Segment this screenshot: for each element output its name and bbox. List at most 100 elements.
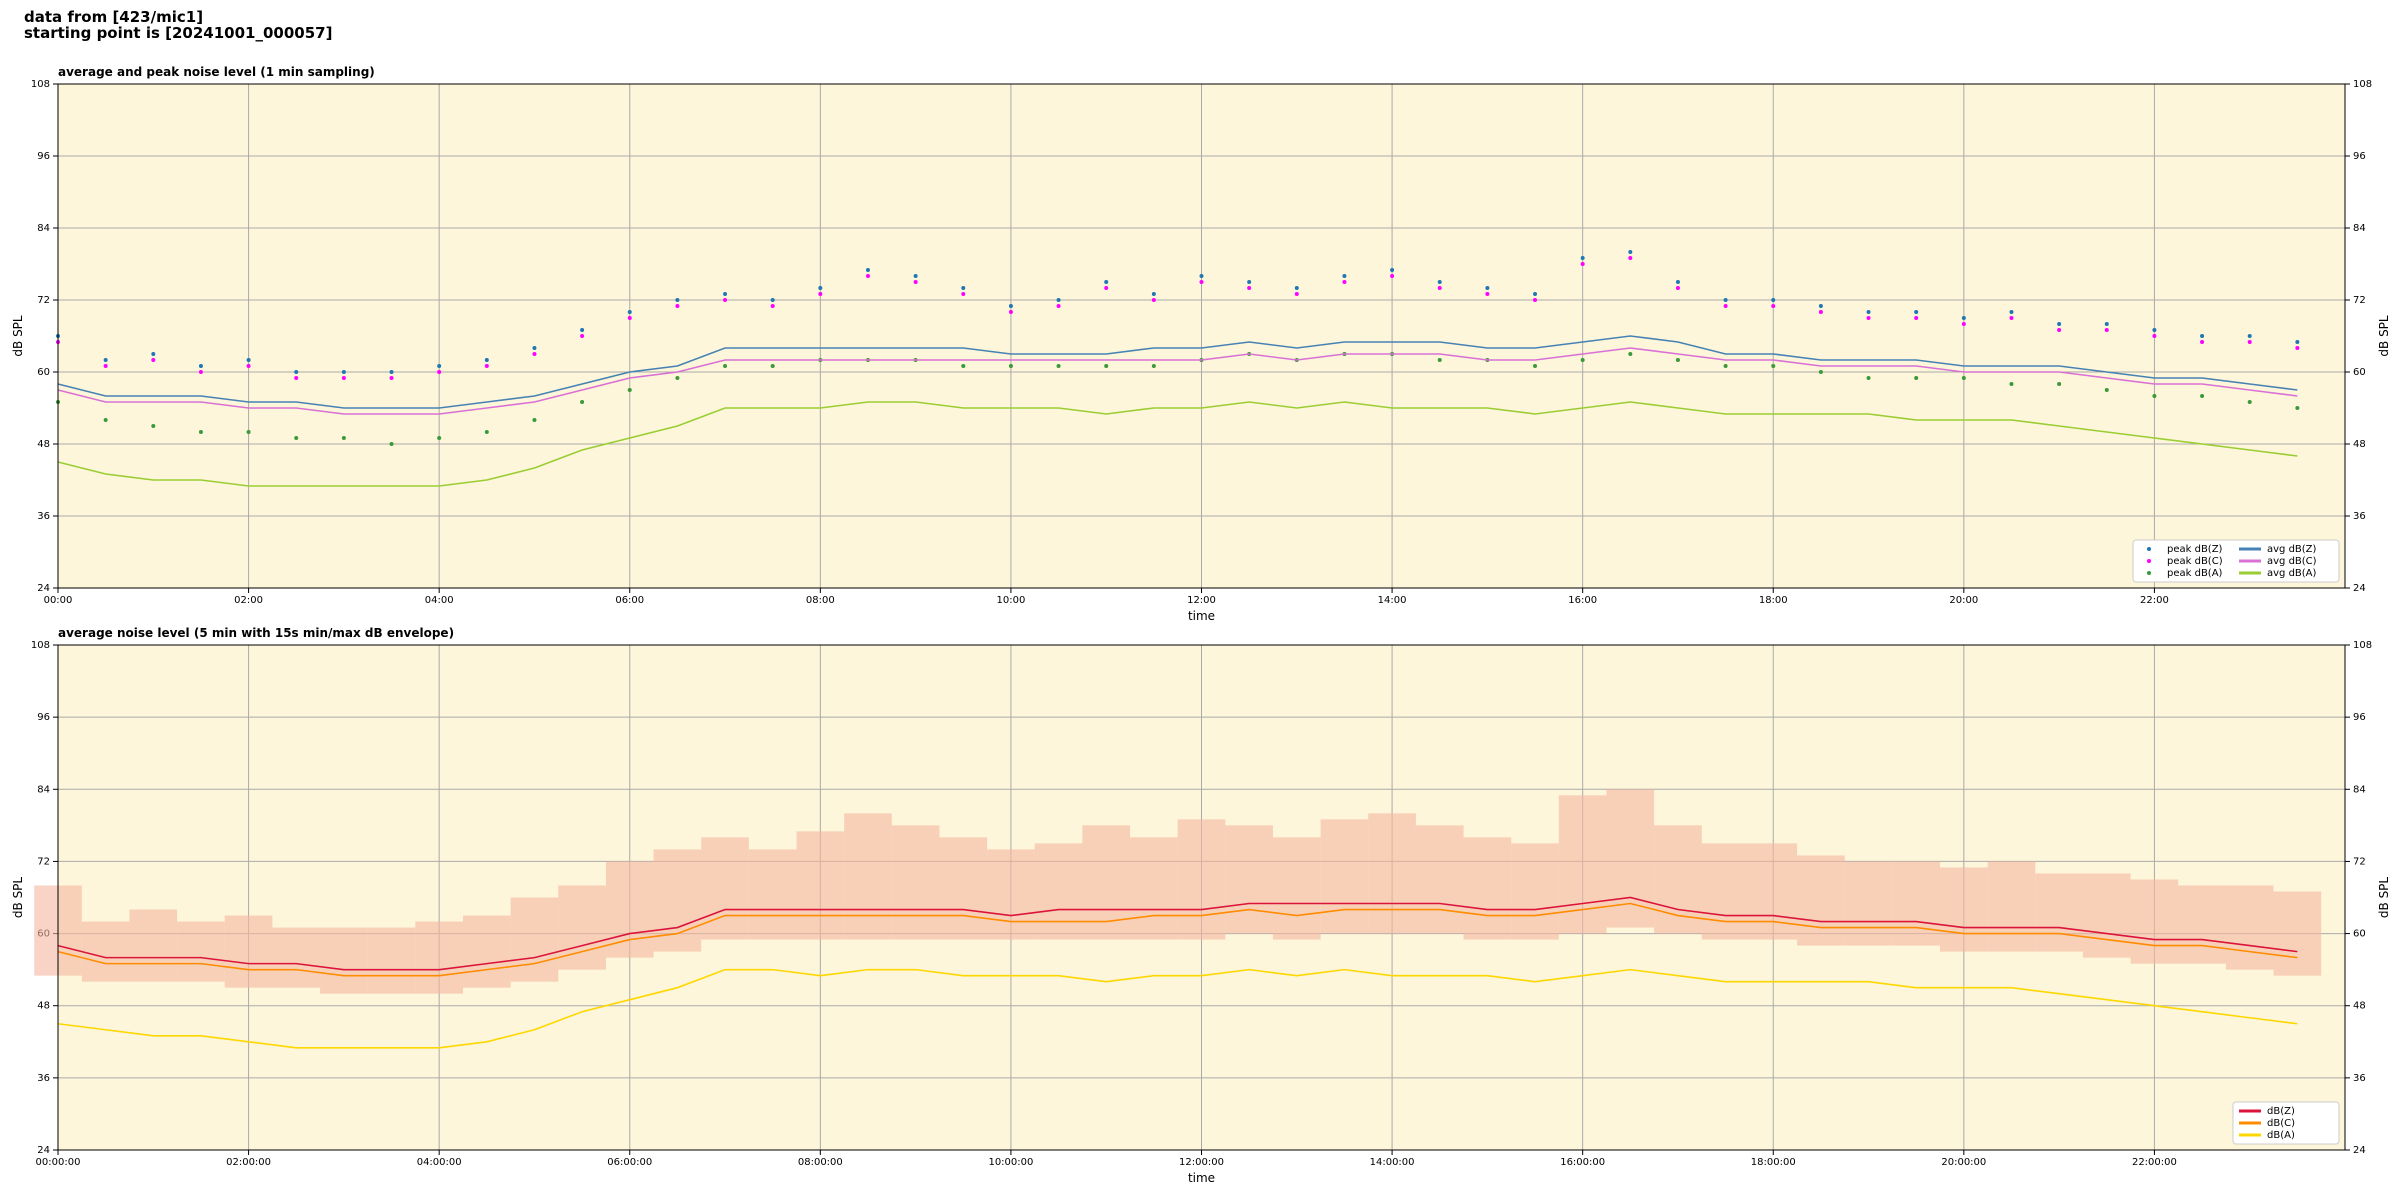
- peak-dot: [2009, 310, 2014, 314]
- x-tick-label: 12:00: [1187, 595, 1216, 606]
- peak-dot: [532, 418, 537, 422]
- y-tick-label: 108: [31, 640, 50, 651]
- y-tick-label: 96: [37, 151, 50, 162]
- peak-dot: [1628, 250, 1633, 254]
- peak-dot: [1294, 292, 1299, 296]
- peak-dot: [1104, 286, 1109, 290]
- x-tick-label: 08:00:00: [798, 1157, 843, 1168]
- peak-dot: [2104, 322, 2109, 326]
- envelope-band: [1987, 861, 2036, 952]
- x-axis-label: time: [1188, 1171, 1215, 1185]
- peak-dot: [151, 424, 156, 428]
- peak-dot: [246, 358, 251, 362]
- x-tick-label: 16:00: [1568, 595, 1597, 606]
- peak-dot: [865, 268, 870, 272]
- peak-dot: [294, 370, 299, 374]
- peak-dot: [770, 298, 775, 302]
- y-tick-label: 84: [37, 784, 50, 795]
- peak-dot: [341, 370, 346, 374]
- peak-dot: [2200, 394, 2205, 398]
- x-tick-label: 18:00:00: [1751, 1157, 1796, 1168]
- peak-dot: [1342, 280, 1347, 284]
- x-tick-label: 02:00: [234, 595, 263, 606]
- y-tick-label: 24: [37, 583, 50, 594]
- peak-dot: [627, 316, 632, 320]
- peak-dot: [1771, 364, 1776, 368]
- envelope-band: [701, 837, 749, 940]
- envelope-band: [272, 927, 321, 988]
- envelope-band: [1892, 861, 1941, 946]
- peak-dot: [2295, 406, 2300, 410]
- peak-dot: [246, 430, 251, 434]
- peak-dot: [246, 364, 251, 368]
- envelope-band: [2130, 879, 2179, 964]
- peak-dot: [818, 286, 823, 290]
- legend-label: avg dB(A): [2267, 568, 2317, 579]
- peak-dot: [1723, 298, 1728, 302]
- series-line: [57, 335, 2298, 409]
- x-tick-label: 20:00: [1949, 595, 1978, 606]
- envelope-band: [1749, 843, 1798, 940]
- legend-label: avg dB(Z): [2267, 544, 2317, 555]
- y-tick-label: 72: [37, 856, 50, 867]
- peak-dot: [913, 274, 918, 278]
- peak-dot: [770, 304, 775, 308]
- y-tick-label: 96: [37, 712, 50, 723]
- peak-dot: [1628, 256, 1633, 260]
- legend-box: [2132, 539, 2340, 583]
- peak-dot: [1675, 358, 1680, 362]
- envelope-band: [462, 915, 511, 988]
- envelope-band: [1320, 819, 1369, 934]
- y2-tick-label: 24: [2353, 583, 2366, 594]
- peak-dot: [1485, 286, 1490, 290]
- peak-dot: [103, 364, 108, 368]
- envelope-band: [367, 927, 416, 994]
- peak-dot: [1437, 286, 1442, 290]
- x-tick-label: 00:00: [44, 595, 73, 606]
- x-tick-label: 16:00:00: [1560, 1157, 1605, 1168]
- peak-dot: [341, 436, 346, 440]
- envelope-band: [2082, 873, 2131, 958]
- peak-dot: [961, 286, 966, 290]
- peak-dot: [484, 430, 489, 434]
- envelope-band: [224, 915, 273, 988]
- envelope-band: [1797, 855, 1845, 946]
- x-tick-label: 14:00:00: [1370, 1157, 1415, 1168]
- peak-dot: [1104, 280, 1109, 284]
- peak-dot: [1914, 316, 1919, 320]
- y-tick-label: 36: [37, 511, 50, 522]
- peak-dot: [1151, 298, 1156, 302]
- peak-dot: [580, 328, 585, 332]
- x-axis-label: time: [1188, 609, 1215, 623]
- peak-dot: [1104, 364, 1109, 368]
- y2-tick-label: 96: [2353, 712, 2366, 723]
- envelope-band: [1511, 843, 1559, 940]
- y-tick-label: 48: [37, 439, 50, 450]
- envelope-band: [129, 909, 178, 982]
- x-tick-label: 02:00:00: [226, 1157, 271, 1168]
- envelope-band: [2035, 873, 2083, 952]
- peak-dot: [1199, 274, 1204, 278]
- envelope-band: [1463, 837, 1512, 940]
- chart: average noise level (5 min with 15s min/…: [11, 626, 2391, 1185]
- y2-tick-label: 72: [2353, 856, 2366, 867]
- envelope-band: [1272, 837, 1321, 940]
- peak-dot: [437, 436, 442, 440]
- peak-dot: [2152, 328, 2157, 332]
- y-axis-label: dB SPL: [11, 877, 25, 919]
- envelope-band: [177, 921, 225, 982]
- peak-dot: [1580, 262, 1585, 266]
- peak-dot: [1533, 364, 1538, 368]
- peak-dot: [2247, 340, 2252, 344]
- plot-frame: [57, 83, 2346, 589]
- header-start: starting point is [20241001_000057]: [24, 24, 332, 42]
- peak-dot: [389, 376, 394, 380]
- y2-tick-label: 108: [2353, 79, 2372, 90]
- chart: average and peak noise level (1 min samp…: [11, 65, 2391, 623]
- peak-dot: [723, 298, 728, 302]
- x-tick-label: 12:00:00: [1179, 1157, 1224, 1168]
- envelope-band: [1558, 795, 1607, 934]
- peak-dot: [961, 364, 966, 368]
- peak-dot: [627, 310, 632, 314]
- peak-dot: [2152, 394, 2157, 398]
